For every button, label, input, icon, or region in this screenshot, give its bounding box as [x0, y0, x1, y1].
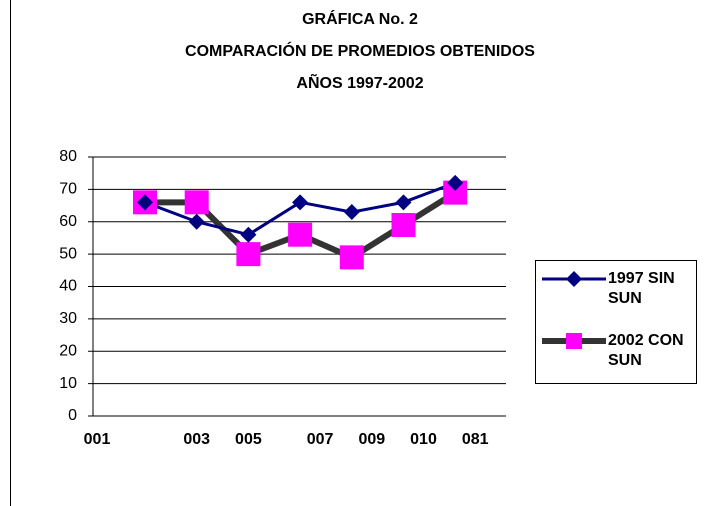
legend-label: 1997 SIN SUN	[608, 270, 675, 307]
data-point	[137, 194, 153, 211]
y-tick-label: 10	[59, 375, 77, 392]
data-point	[292, 194, 309, 211]
y-tick-label: 20	[59, 342, 77, 359]
data-point	[288, 222, 313, 247]
data-point	[391, 212, 416, 237]
chart-title: GRÁFICA No. 2	[302, 9, 418, 28]
y-tick-label: 30	[59, 310, 77, 327]
y-tick-label: 70	[59, 181, 77, 198]
legend-marker	[566, 271, 582, 287]
legend: 1997 SIN SUN 2002 CON SUN	[535, 260, 697, 384]
x-tick-label: 081	[462, 431, 489, 448]
legend-swatch	[542, 333, 606, 349]
x-tick-label: 003	[183, 431, 210, 448]
x-tick-label: 009	[358, 431, 385, 448]
x-tick-label: 007	[307, 431, 334, 448]
y-tick-label: 50	[59, 245, 77, 262]
data-point	[240, 226, 257, 243]
data-point	[184, 190, 209, 215]
y-tick-label: 40	[59, 278, 77, 295]
legend-swatch	[542, 271, 606, 287]
data-point	[236, 242, 261, 267]
data-point	[188, 213, 205, 230]
data-point	[447, 174, 464, 191]
x-tick-label: 005	[235, 431, 262, 448]
y-tick-label: 60	[59, 213, 77, 230]
data-point	[395, 194, 412, 211]
legend-label: 2002 CON SUN	[608, 332, 684, 369]
legend-marker	[566, 333, 582, 349]
x-tick-label: 001	[84, 431, 111, 448]
chart-title: COMPARACIÓN DE PROMEDIOS OBTENIDOS	[185, 41, 535, 60]
y-tick-label: 80	[59, 148, 77, 165]
x-tick-label: 010	[410, 431, 437, 448]
data-point	[343, 204, 360, 221]
y-tick-label: 0	[68, 407, 77, 424]
chart-title: AÑOS 1997-2002	[296, 72, 423, 92]
data-point	[339, 245, 364, 270]
